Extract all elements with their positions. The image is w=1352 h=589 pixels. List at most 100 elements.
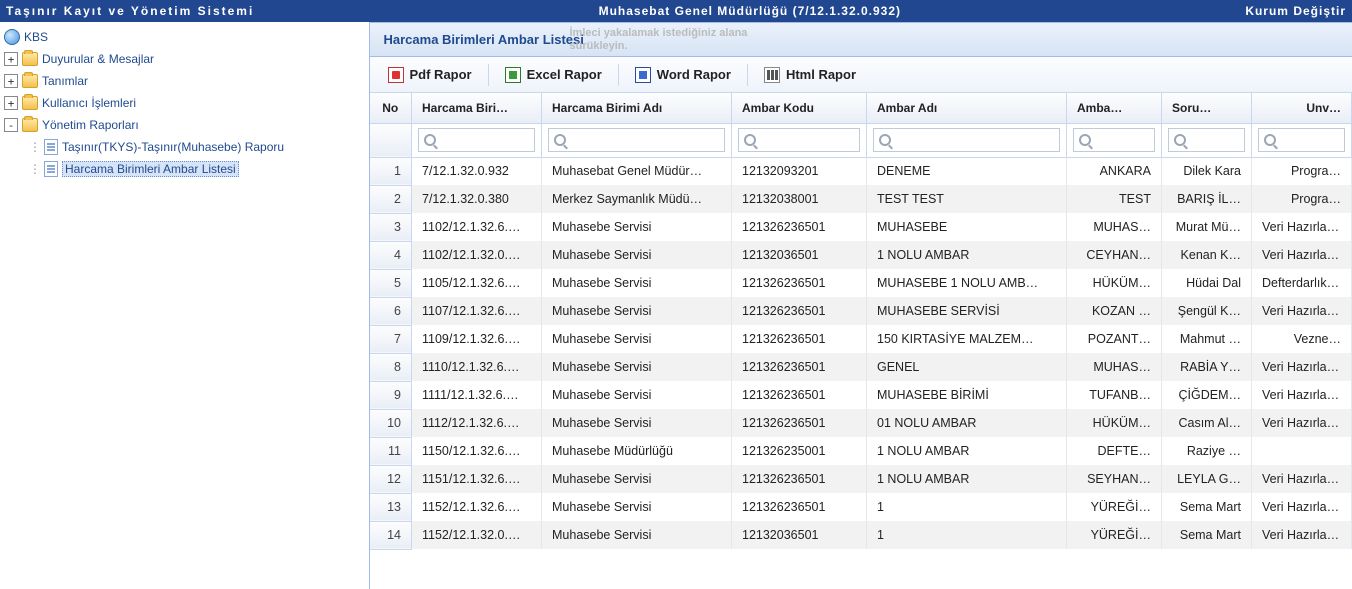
cell-hba: Muhasebe Servisi (542, 521, 732, 549)
cell-ami: POZANT… (1067, 325, 1162, 353)
table-row[interactable]: 81110/12.1.32.6.…Muhasebe Servisi1213262… (370, 353, 1352, 381)
document-icon (44, 139, 58, 155)
grid-body: 17/12.1.32.0.932Muhasebat Genel Müdür…12… (370, 157, 1352, 549)
cell-no: 10 (370, 409, 412, 437)
cell-hb: 1111/12.1.32.6.… (412, 381, 542, 409)
tree-node-duyurular[interactable]: + Duyurular & Mesajlar (4, 48, 369, 70)
cell-ak: 12132093201 (732, 157, 867, 185)
folder-open-icon (22, 118, 38, 132)
cell-hb: 1102/12.1.32.0.… (412, 241, 542, 269)
cell-sor: Sema Mart (1162, 521, 1252, 549)
tree-leaf-tkys[interactable]: ⋮ Taşınır(TKYS)-Taşınır(Muhasebe) Raporu (4, 136, 369, 158)
cell-sor: Hüdai Dal (1162, 269, 1252, 297)
cell-unv: Vezne… (1252, 325, 1352, 353)
cell-hb: 1109/12.1.32.6.… (412, 325, 542, 353)
col-header-ambar-kodu[interactable]: Ambar Kodu (732, 93, 867, 123)
table-row[interactable]: 111150/12.1.32.6.…Muhasebe Müdürlüğü1213… (370, 437, 1352, 465)
toolbar-separator (747, 64, 748, 86)
cell-aa: 1 (867, 521, 1067, 549)
table-row[interactable]: 17/12.1.32.0.932Muhasebat Genel Müdür…12… (370, 157, 1352, 185)
globe-icon (4, 29, 20, 45)
tree-node-kullanici[interactable]: + Kullanıcı İşlemleri (4, 92, 369, 114)
table-row[interactable]: 141152/12.1.32.0.…Muhasebe Servisi121320… (370, 521, 1352, 549)
tree-node-yonetim[interactable]: - Yönetim Raporları (4, 114, 369, 136)
cell-no: 7 (370, 325, 412, 353)
cell-no: 4 (370, 241, 412, 269)
table-row[interactable]: 131152/12.1.32.6.…Muhasebe Servisi121326… (370, 493, 1352, 521)
tree-node-tanimlar[interactable]: + Tanımlar (4, 70, 369, 92)
cell-sor: RABİA Y… (1162, 353, 1252, 381)
cell-aa: 1 (867, 493, 1067, 521)
search-icon (879, 134, 891, 146)
content-panel: Harcama Birimleri Ambar Listesi İmleci y… (370, 22, 1352, 589)
expand-icon[interactable]: + (4, 74, 18, 88)
cell-aa: GENEL (867, 353, 1067, 381)
col-header-unvan[interactable]: Unv… (1252, 93, 1352, 123)
table-row[interactable]: 61107/12.1.32.6.…Muhasebe Servisi1213262… (370, 297, 1352, 325)
cell-ami: KOZAN … (1067, 297, 1162, 325)
filter-input-aa[interactable] (873, 128, 1060, 152)
tree-leaf-ambar[interactable]: ⋮ Harcama Birimleri Ambar Listesi (4, 158, 369, 180)
col-header-harcama-birimi-adi[interactable]: Harcama Birimi Adı (542, 93, 732, 123)
cell-ami: HÜKÜM… (1067, 409, 1162, 437)
tree-line-icon: ⋮ (26, 140, 44, 154)
html-icon (764, 67, 780, 83)
collapse-icon[interactable]: - (4, 118, 18, 132)
cell-hba: Muhasebe Servisi (542, 213, 732, 241)
cell-hba: Muhasebe Servisi (542, 241, 732, 269)
col-header-harcama-birimi[interactable]: Harcama Biri… (412, 93, 542, 123)
pdf-report-button[interactable]: Pdf Rapor (378, 63, 482, 87)
col-header-sorumlu[interactable]: Soru… (1162, 93, 1252, 123)
expand-icon[interactable]: + (4, 52, 18, 66)
folder-icon (22, 96, 38, 110)
cell-ami: TUFANB… (1067, 381, 1162, 409)
table-row[interactable]: 121151/12.1.32.6.…Muhasebe Servisi121326… (370, 465, 1352, 493)
col-header-ambar-adi[interactable]: Ambar Adı (867, 93, 1067, 123)
cell-hba: Muhasebe Servisi (542, 409, 732, 437)
report-toolbar: Pdf Rapor Excel Rapor Word Rapor Html Ra… (370, 57, 1352, 93)
col-header-no[interactable]: No (370, 93, 412, 123)
cell-hba: Muhasebat Genel Müdür… (542, 157, 732, 185)
filter-cell-ami (1067, 123, 1162, 157)
table-row[interactable]: 71109/12.1.32.6.…Muhasebe Servisi1213262… (370, 325, 1352, 353)
cell-sor: ÇİĞDEM… (1162, 381, 1252, 409)
filter-cell-hb (412, 123, 542, 157)
filter-input-hba[interactable] (548, 128, 725, 152)
cell-hba: Muhasebe Servisi (542, 493, 732, 521)
cell-hb: 7/12.1.32.0.380 (412, 185, 542, 213)
cell-unv (1252, 437, 1352, 465)
cell-sor: Sema Mart (1162, 493, 1252, 521)
cell-unv: Progra… (1252, 185, 1352, 213)
cell-hb: 1152/12.1.32.6.… (412, 493, 542, 521)
table-row[interactable]: 91111/12.1.32.6.…Muhasebe Servisi1213262… (370, 381, 1352, 409)
html-report-button[interactable]: Html Rapor (754, 63, 866, 87)
cell-ak: 121326236501 (732, 353, 867, 381)
cell-aa: MUHASEBE BİRİMİ (867, 381, 1067, 409)
table-row[interactable]: 101112/12.1.32.6.…Muhasebe Servisi121326… (370, 409, 1352, 437)
excel-report-button[interactable]: Excel Rapor (495, 63, 612, 87)
word-icon (635, 67, 651, 83)
expand-icon[interactable]: + (4, 96, 18, 110)
search-icon (1079, 134, 1091, 146)
capture-hint: İmleci yakalamak istediğiniz alana sürük… (570, 27, 748, 53)
cell-hb: 1102/12.1.32.6.… (412, 213, 542, 241)
tree-root-kbs[interactable]: KBS (4, 26, 369, 48)
cell-no: 6 (370, 297, 412, 325)
cell-unv: Defterdarlık U… (1252, 269, 1352, 297)
cell-aa: DENEME (867, 157, 1067, 185)
table-row[interactable]: 31102/12.1.32.6.…Muhasebe Servisi1213262… (370, 213, 1352, 241)
filter-cell-aa (867, 123, 1067, 157)
table-row[interactable]: 27/12.1.32.0.380Merkez Saymanlık Müdü…12… (370, 185, 1352, 213)
cell-unv: Veri Hazırlama… (1252, 241, 1352, 269)
cell-hb: 1151/12.1.32.6.… (412, 465, 542, 493)
org-title: Muhasebat Genel Müdürlüğü (7/12.1.32.0.9… (254, 4, 1245, 18)
cell-ami: TEST (1067, 185, 1162, 213)
table-row[interactable]: 41102/12.1.32.0.…Muhasebe Servisi1213203… (370, 241, 1352, 269)
col-header-ambar-ili[interactable]: Amba… (1067, 93, 1162, 123)
cell-aa: 01 NOLU AMBAR (867, 409, 1067, 437)
word-report-button[interactable]: Word Rapor (625, 63, 741, 87)
cell-ak: 121326235001 (732, 437, 867, 465)
cell-hb: 1152/12.1.32.0.… (412, 521, 542, 549)
table-row[interactable]: 51105/12.1.32.6.…Muhasebe Servisi1213262… (370, 269, 1352, 297)
change-org-link[interactable]: Kurum Değiştir (1245, 4, 1346, 18)
